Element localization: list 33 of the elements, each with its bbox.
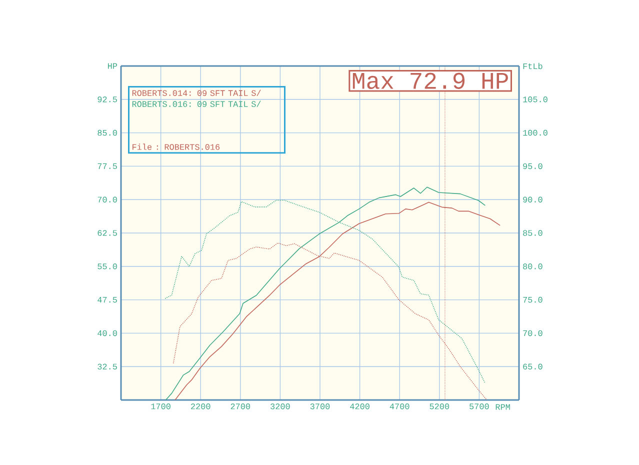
y-tick-label: 70.0 (98, 196, 117, 202)
x-tick-label: 2700 (230, 404, 250, 410)
y2-tick-label: 85.0 (523, 230, 542, 236)
y2-tick-label: 75.0 (523, 296, 542, 303)
annotation: File : ROBERTS.016 (132, 144, 220, 150)
y2-tick-label: 90.0 (523, 196, 542, 202)
y2-tick-label: 105.0 (523, 96, 548, 102)
y-tick-label: 85.0 (98, 130, 117, 136)
x-tick-label: 2200 (191, 404, 210, 410)
x-tick-label: 5200 (430, 404, 450, 410)
x-tick-label: 4700 (390, 404, 410, 410)
y2-axis-title: FtLb (523, 62, 542, 70)
x-tick-label: 3700 (310, 404, 330, 410)
x-tick-label: 4200 (350, 404, 370, 410)
y-tick-label: 40.0 (98, 330, 117, 336)
x-tick-label: 1700 (151, 404, 170, 410)
y2-tick-label: 70.0 (523, 330, 542, 336)
text: ROBERTS.016: 09 SFT TAIL S/ (132, 100, 261, 107)
y-axis-title: HP (108, 63, 118, 69)
x-tick-label: 5700 (470, 404, 489, 410)
x-tick-label: 3200 (270, 404, 290, 410)
y-tick-label: 62.5 (98, 230, 117, 236)
y2-tick-label: 80.0 (523, 264, 542, 270)
y2-tick-label: 100.0 (523, 130, 548, 136)
y2-tick-label: 65.0 (523, 364, 542, 370)
y-tick-label: 47.5 (98, 296, 117, 303)
annotation: Max 72.9 HP (352, 72, 508, 89)
y-tick-label: 77.5 (98, 163, 117, 170)
y-tick-label: 92.5 (98, 96, 117, 102)
x-axis-title: RPM (496, 404, 510, 410)
y-tick-label: 32.5 (98, 364, 117, 370)
y-tick-label: 55.0 (98, 264, 117, 270)
y2-tick-label: 95.0 (523, 163, 542, 170)
